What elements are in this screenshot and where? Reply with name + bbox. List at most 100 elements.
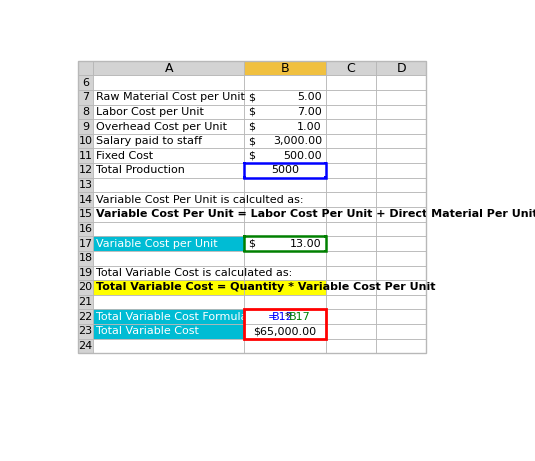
Bar bbox=[376, 236, 426, 251]
Bar bbox=[326, 339, 376, 353]
Bar bbox=[376, 236, 426, 251]
Text: $: $ bbox=[248, 136, 255, 146]
Bar bbox=[376, 119, 426, 134]
Text: 10: 10 bbox=[79, 136, 93, 146]
Bar bbox=[376, 178, 426, 192]
Bar bbox=[244, 236, 326, 251]
Text: 15: 15 bbox=[79, 209, 93, 219]
Bar bbox=[376, 324, 426, 339]
Bar bbox=[78, 222, 93, 236]
Text: 9: 9 bbox=[82, 122, 89, 131]
Bar bbox=[93, 192, 244, 207]
Text: 8: 8 bbox=[82, 107, 89, 117]
Bar bbox=[93, 148, 244, 163]
Text: 24: 24 bbox=[78, 341, 93, 351]
Bar bbox=[376, 207, 426, 222]
Bar bbox=[93, 105, 244, 119]
Bar bbox=[376, 222, 426, 236]
Bar bbox=[376, 90, 426, 105]
Text: 5.00: 5.00 bbox=[297, 92, 322, 102]
Bar bbox=[78, 236, 93, 251]
Bar bbox=[244, 148, 326, 163]
Bar bbox=[93, 222, 244, 236]
Bar bbox=[93, 295, 244, 309]
Text: 13: 13 bbox=[79, 180, 93, 190]
Bar bbox=[326, 75, 376, 90]
Text: 23: 23 bbox=[79, 326, 93, 337]
Bar bbox=[93, 207, 244, 222]
Bar bbox=[78, 192, 93, 207]
Bar bbox=[244, 207, 326, 222]
Text: 20: 20 bbox=[79, 283, 93, 292]
Bar bbox=[326, 309, 376, 324]
Bar bbox=[244, 339, 326, 353]
Bar bbox=[93, 75, 244, 90]
Bar bbox=[78, 178, 93, 192]
Bar bbox=[326, 61, 376, 75]
Bar bbox=[78, 324, 93, 339]
Bar bbox=[93, 148, 244, 163]
Bar bbox=[244, 163, 326, 178]
Bar bbox=[78, 280, 93, 295]
Bar bbox=[244, 251, 326, 266]
Bar bbox=[78, 251, 93, 266]
Bar bbox=[93, 222, 244, 236]
Bar bbox=[78, 163, 93, 178]
Bar bbox=[93, 251, 244, 266]
Bar bbox=[244, 251, 326, 266]
Text: 18: 18 bbox=[79, 253, 93, 263]
Bar bbox=[244, 339, 326, 353]
Bar bbox=[376, 266, 426, 280]
Bar bbox=[376, 251, 426, 266]
Text: B17: B17 bbox=[289, 312, 311, 322]
Bar bbox=[244, 309, 326, 324]
Bar bbox=[244, 280, 326, 295]
Bar bbox=[326, 90, 376, 105]
Bar bbox=[78, 163, 93, 178]
Bar bbox=[78, 61, 93, 75]
Bar bbox=[376, 339, 426, 353]
Text: Total Variable Cost: Total Variable Cost bbox=[96, 326, 199, 337]
Bar bbox=[244, 266, 326, 280]
Text: 21: 21 bbox=[79, 297, 93, 307]
Bar bbox=[376, 163, 426, 178]
Bar bbox=[93, 119, 244, 134]
Bar bbox=[244, 266, 326, 280]
Bar bbox=[376, 266, 426, 280]
Bar bbox=[78, 148, 93, 163]
Bar bbox=[326, 163, 376, 178]
Bar bbox=[93, 324, 244, 339]
Bar bbox=[93, 192, 244, 207]
Bar bbox=[326, 119, 376, 134]
Bar bbox=[376, 309, 426, 324]
Bar bbox=[244, 324, 326, 339]
Bar bbox=[376, 61, 426, 75]
Bar bbox=[376, 61, 426, 75]
Text: 13.00: 13.00 bbox=[290, 239, 322, 248]
Bar bbox=[326, 90, 376, 105]
Bar bbox=[244, 178, 326, 192]
Bar bbox=[78, 178, 93, 192]
Bar bbox=[78, 339, 93, 353]
Bar bbox=[78, 105, 93, 119]
Text: B12: B12 bbox=[272, 312, 294, 322]
Bar bbox=[78, 90, 93, 105]
Bar bbox=[244, 295, 326, 309]
Text: 5000: 5000 bbox=[271, 165, 299, 176]
Bar bbox=[244, 280, 326, 295]
Bar bbox=[376, 339, 426, 353]
Text: C: C bbox=[347, 62, 355, 75]
Text: $65,000.00: $65,000.00 bbox=[254, 326, 317, 337]
Text: $: $ bbox=[248, 151, 255, 161]
Bar bbox=[78, 266, 93, 280]
Bar bbox=[93, 178, 244, 192]
Text: Total Variable Cost Formula: Total Variable Cost Formula bbox=[96, 312, 248, 322]
Bar bbox=[244, 163, 326, 178]
Bar bbox=[376, 192, 426, 207]
Bar bbox=[78, 309, 93, 324]
Bar bbox=[93, 339, 244, 353]
Bar bbox=[326, 295, 376, 309]
Bar bbox=[93, 207, 244, 222]
Bar bbox=[93, 295, 244, 309]
Text: 16: 16 bbox=[79, 224, 93, 234]
